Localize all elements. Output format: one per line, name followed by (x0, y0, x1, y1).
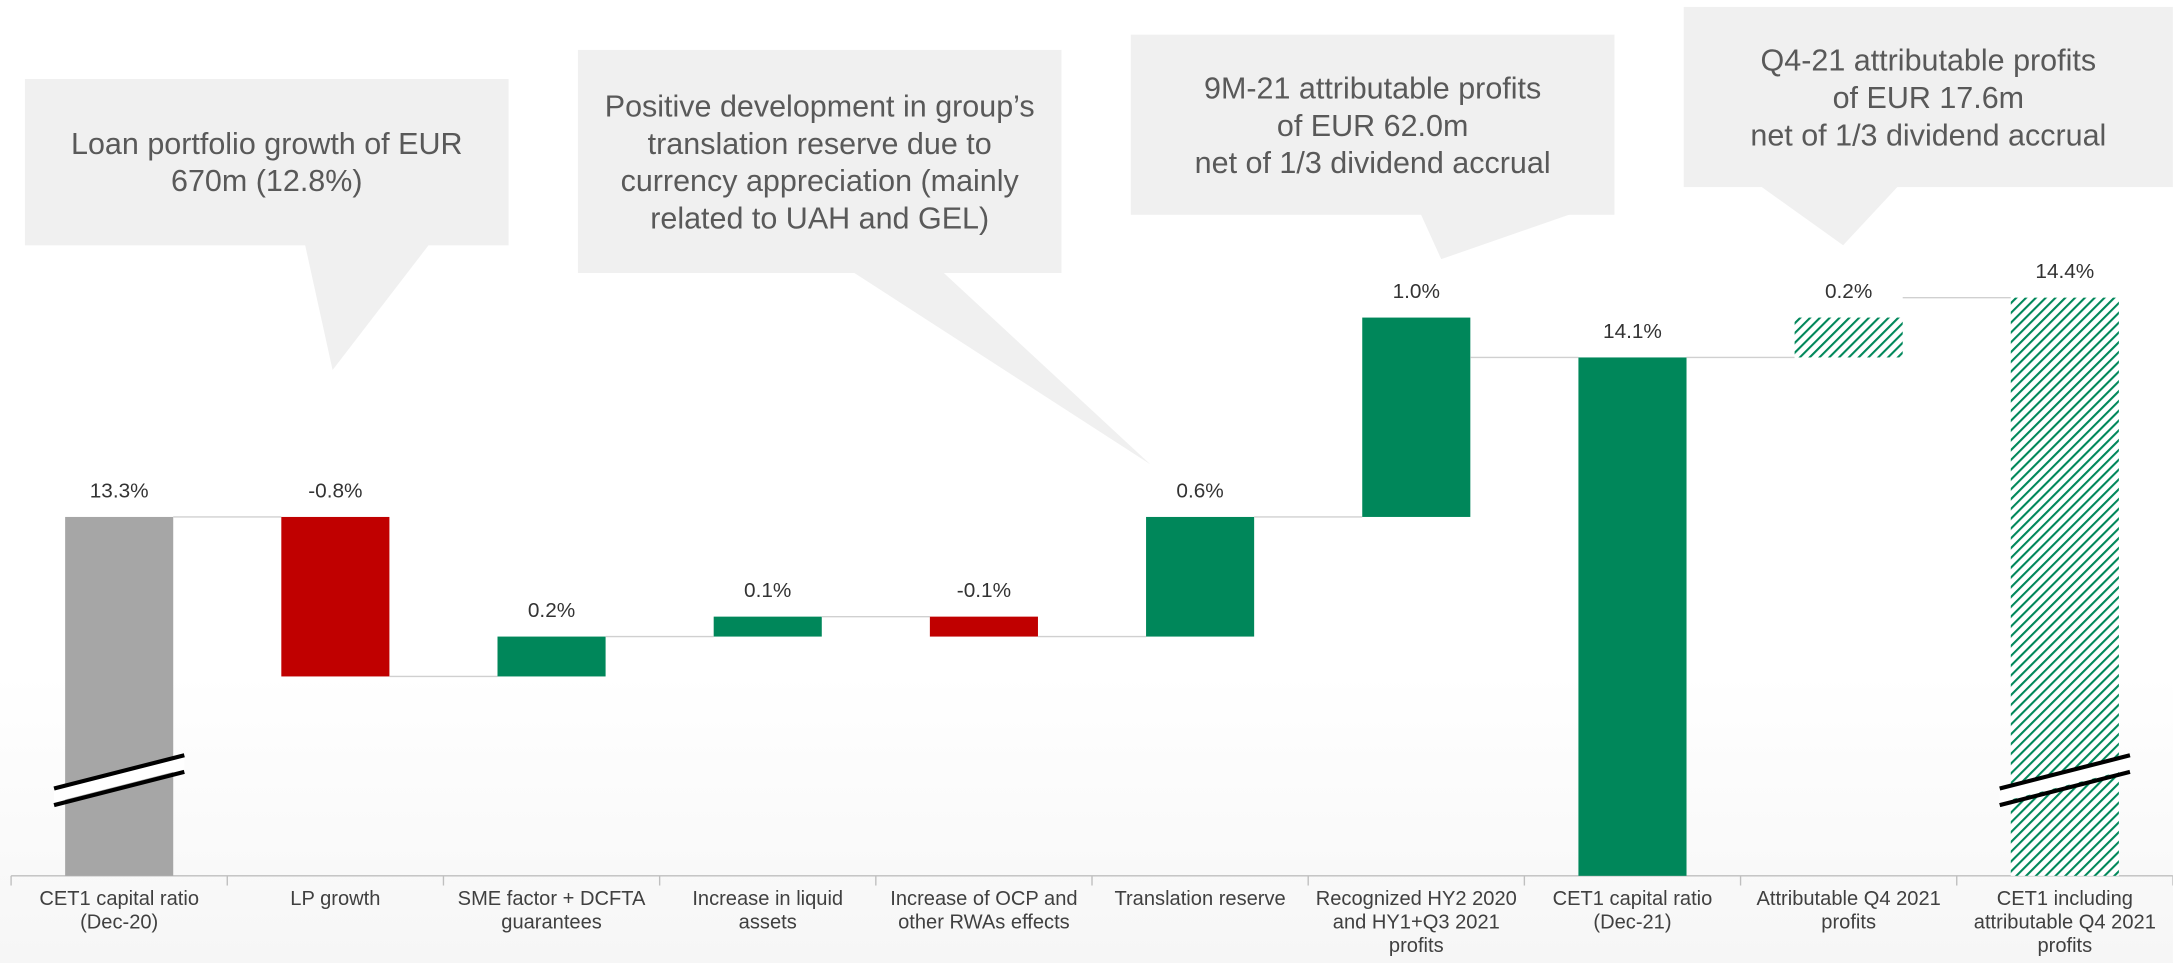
x-tick-label: CET1 capital ratio (Dec-21) (1552, 888, 1713, 935)
x-tick-label: Increase of OCP and other RWAs effects (890, 888, 1078, 935)
callout-pointer (304, 243, 430, 371)
callout-box (24, 78, 509, 246)
bar (713, 616, 822, 637)
annotation: Loan portfolio growth of EUR 670m (12.8%… (71, 126, 463, 199)
value-label: 0.6% (1176, 480, 1223, 503)
bar (497, 636, 606, 677)
value-label: 14.4% (2035, 260, 2094, 283)
axis-break (1999, 755, 2130, 803)
bar (1578, 357, 1687, 876)
bar (1362, 317, 1471, 517)
bar (929, 616, 1038, 637)
callout-pointer (1420, 213, 1573, 260)
callout-pointer (852, 271, 1151, 465)
value-label: -0.8% (308, 480, 362, 503)
bar (1794, 317, 1903, 358)
annotation: 9M-21 attributable profits of EUR 62.0m … (1194, 69, 1551, 180)
axis-break (54, 755, 185, 803)
callout-box (577, 49, 1062, 274)
value-label: 1.0% (1393, 280, 1440, 303)
value-label: -0.1% (957, 579, 1011, 602)
value-label: 14.1% (1603, 320, 1662, 343)
bar (1146, 516, 1255, 637)
x-tick-label: Translation reserve (1114, 888, 1286, 911)
callout-box (1683, 6, 2173, 188)
bar (65, 516, 174, 876)
value-label: 0.2% (1825, 280, 1872, 303)
annotation: Positive development in group’s translat… (604, 87, 1035, 235)
x-tick-label: CET1 capital ratio (Dec-20) (39, 888, 200, 935)
value-label: 0.1% (744, 579, 791, 602)
x-tick-label: SME factor + DCFTA guarantees (457, 888, 646, 935)
callout-pointer (1759, 185, 1899, 246)
x-tick-label: Increase in liquid assets (692, 888, 844, 935)
x-tick-label: Recognized HY2 2020 and HY1+Q3 2021 prof… (1315, 888, 1517, 958)
x-tick-label: Attributable Q4 2021 profits (1756, 888, 1941, 935)
axis-break-line (53, 753, 185, 791)
callouts (24, 6, 2173, 465)
axis-break-line (1999, 753, 2131, 791)
annotation: Q4-21 attributable profits of EUR 17.6m … (1750, 42, 2107, 152)
x-tick-label: LP growth (290, 888, 381, 911)
x-tick-label: CET1 including attributable Q4 2021 prof… (1973, 888, 2156, 958)
value-label: 13.3% (90, 480, 149, 503)
bar (281, 516, 390, 677)
callout-box (1130, 34, 1615, 215)
axis-break-line (53, 769, 185, 808)
value-label: 0.2% (528, 599, 575, 622)
axis-break-line (1999, 769, 2131, 808)
